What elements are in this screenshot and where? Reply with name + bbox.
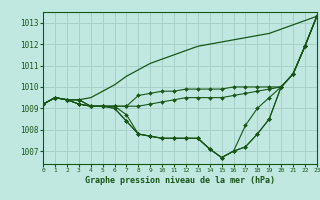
- X-axis label: Graphe pression niveau de la mer (hPa): Graphe pression niveau de la mer (hPa): [85, 176, 275, 185]
